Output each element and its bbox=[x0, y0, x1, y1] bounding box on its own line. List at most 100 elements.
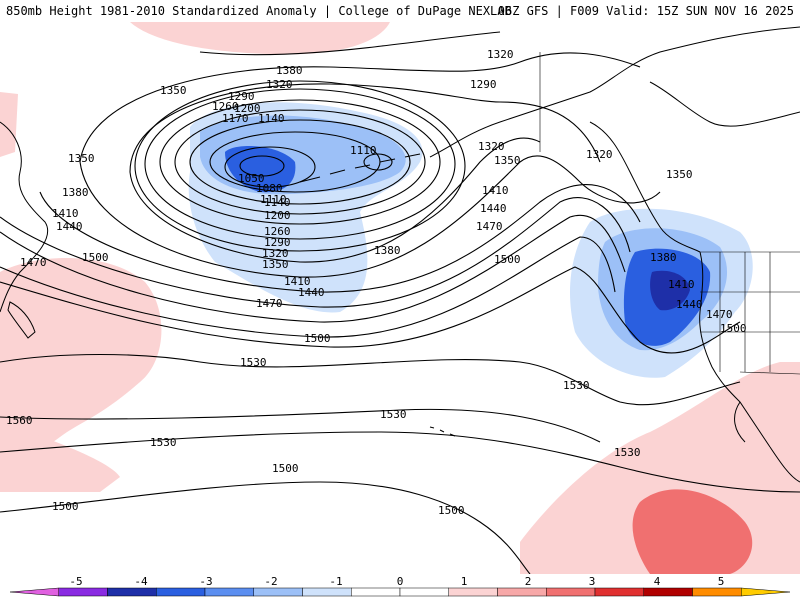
contour-label: 1530 bbox=[380, 408, 407, 421]
contour-label: 1470 bbox=[476, 220, 503, 233]
contour-1320 bbox=[129, 83, 601, 263]
colorbar-tick-label: 0 bbox=[397, 575, 404, 588]
contour-label: 1320 bbox=[266, 78, 293, 91]
contour-1500 bbox=[0, 266, 741, 354]
alaska-coastline bbox=[429, 26, 800, 158]
contour-1260 bbox=[144, 88, 456, 240]
contour-1050 bbox=[239, 155, 285, 177]
contour-label: 1500 bbox=[720, 322, 747, 335]
contour-1410 bbox=[0, 197, 631, 308]
contour-label: 1140 bbox=[258, 112, 285, 125]
contour-label: 1500 bbox=[438, 504, 465, 517]
colorbar-swatch bbox=[741, 587, 791, 597]
contour-label: 1440 bbox=[56, 220, 83, 233]
colorbar-swatch bbox=[351, 587, 401, 597]
strong-positive-anomaly-southeast bbox=[632, 489, 753, 574]
canada-coastline bbox=[589, 121, 701, 253]
height-contours bbox=[0, 31, 800, 574]
contour-1200 bbox=[159, 99, 441, 225]
contour-1440 bbox=[0, 214, 626, 323]
colorbar-swatch bbox=[594, 587, 644, 597]
colorbar-swatch bbox=[302, 587, 352, 597]
colorbar-swatch bbox=[692, 587, 742, 597]
colorbar-tick-label: 5 bbox=[718, 575, 725, 588]
contour-1080 bbox=[224, 146, 316, 188]
colorbar-tick-label: 1 bbox=[461, 575, 468, 588]
hudson-region bbox=[649, 81, 800, 127]
contour-label: 1530 bbox=[150, 436, 177, 449]
contour-label: 1350 bbox=[68, 152, 95, 165]
positive-anomaly-north bbox=[130, 22, 390, 55]
model-valid-time: 06Z GFS | F009 Valid: 15Z SUN NOV 16 202… bbox=[497, 4, 794, 18]
contour-1350 bbox=[79, 52, 661, 278]
contour-label: 1350 bbox=[494, 154, 521, 167]
contour-label: 1410 bbox=[668, 278, 695, 291]
contour-label: 1080 bbox=[256, 182, 283, 195]
contour-label: 1200 bbox=[234, 102, 261, 115]
contour-label: 1410 bbox=[482, 184, 509, 197]
contour-label: 1140 bbox=[264, 196, 291, 209]
colorbar-swatches bbox=[9, 587, 791, 597]
contour-label: 1560 bbox=[6, 414, 33, 427]
colorbar-swatch bbox=[58, 587, 108, 597]
anomaly-colorbar: -5 -4 -3 -2 -1 0 1 2 3 4 5 bbox=[0, 574, 800, 600]
contour-1380-north bbox=[199, 31, 501, 56]
contour-label: 1350 bbox=[160, 84, 187, 97]
asia-coastline bbox=[0, 121, 49, 313]
contour-label: 1320 bbox=[487, 48, 514, 61]
contour-label: 1440 bbox=[480, 202, 507, 215]
contour-label: 1410 bbox=[284, 275, 311, 288]
colorbar-tick-label: -2 bbox=[264, 575, 277, 588]
colorbar-tick-label: 2 bbox=[525, 575, 532, 588]
contour-label: 1320 bbox=[262, 247, 289, 260]
contour-label: 1110 bbox=[350, 144, 377, 157]
contour-1110 bbox=[209, 131, 381, 193]
contour-label: 1500 bbox=[304, 332, 331, 345]
colorbar-swatch bbox=[643, 587, 693, 597]
contour-label: 1200 bbox=[264, 209, 291, 222]
colorbar-tick-label: -4 bbox=[134, 575, 148, 588]
contour-label: 1320 bbox=[478, 140, 505, 153]
contour-label: 1500 bbox=[272, 462, 299, 475]
contour-label: 1500 bbox=[494, 253, 521, 266]
colorbar-swatch bbox=[156, 587, 206, 597]
contour-label: 1530 bbox=[563, 379, 590, 392]
colorbar-swatch bbox=[9, 587, 59, 597]
contour-label: 1470 bbox=[256, 297, 283, 310]
contour-label: 1470 bbox=[706, 308, 733, 321]
colorbar-tick-label: 4 bbox=[654, 575, 661, 588]
contour-label: 1350 bbox=[262, 258, 289, 271]
contour-label: 1260 bbox=[264, 225, 291, 238]
japan-coastline bbox=[7, 301, 36, 339]
positive-anomaly-southwest bbox=[0, 422, 120, 492]
contour-1110-east bbox=[363, 153, 393, 171]
colorbar-swatch bbox=[497, 587, 547, 597]
anomaly-shading bbox=[0, 22, 800, 574]
contour-label: 1290 bbox=[470, 78, 497, 91]
us-mexico-border bbox=[739, 371, 800, 375]
contour-label: 1500 bbox=[82, 251, 109, 264]
contour-label: 1050 bbox=[238, 172, 265, 185]
contour-label: 1320 bbox=[586, 148, 613, 161]
contour-label: 1500 bbox=[52, 500, 79, 513]
contour-label: 1380 bbox=[650, 251, 677, 264]
colorbar-tick-label: -3 bbox=[199, 575, 212, 588]
anomaly-map: 1320 1380 1350 1320 1290 1290 1260 1200 … bbox=[0, 22, 800, 574]
colorbar-swatch bbox=[448, 587, 498, 597]
contour-1530 bbox=[0, 353, 741, 406]
contour-label: 1290 bbox=[264, 236, 291, 249]
contour-label: 1380 bbox=[374, 244, 401, 257]
contour-label: 1290 bbox=[228, 90, 255, 103]
contour-label: 1380 bbox=[62, 186, 89, 199]
colorbar-tick-labels: -5 -4 -3 -2 -1 0 1 2 3 4 5 bbox=[69, 575, 724, 588]
contour-1380 bbox=[39, 184, 641, 293]
aleutian-islands bbox=[299, 153, 421, 183]
colorbar-tick-label: -5 bbox=[69, 575, 82, 588]
contour-label: 1410 bbox=[52, 207, 79, 220]
contour-label: 1110 bbox=[260, 193, 287, 206]
contour-1290 bbox=[134, 80, 466, 252]
contour-label: 1170 bbox=[222, 112, 249, 125]
map-title: 850mb Height 1981-2010 Standardized Anom… bbox=[6, 4, 512, 18]
contour-1530-south bbox=[0, 431, 800, 493]
contour-label: 1380 bbox=[276, 64, 303, 77]
